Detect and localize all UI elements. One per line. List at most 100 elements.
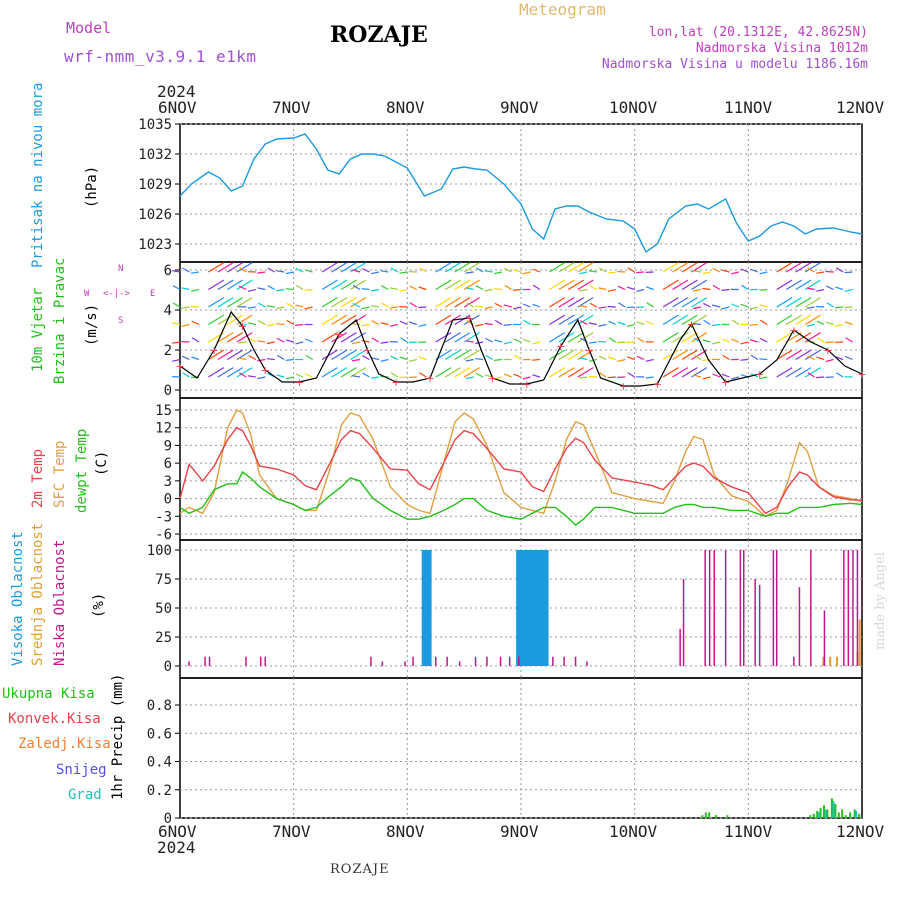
- precip-unit: 1hr Precip (mm): [110, 673, 126, 800]
- precip-bar-0-18: [858, 813, 861, 818]
- wind-barb-108: [321, 314, 338, 326]
- wind-barb-277: [549, 332, 566, 343]
- precip-bar-0-5: [809, 815, 812, 818]
- wind-barb-415: [731, 303, 740, 308]
- cloud-bar-2-11: [446, 656, 448, 666]
- wind-barb-42: [236, 262, 253, 273]
- wind-barb-254: [513, 306, 522, 310]
- wind-barb-202: [444, 367, 461, 378]
- ytick-label-4-3: 0.6: [147, 726, 172, 742]
- wind-barb-29: [217, 279, 234, 291]
- wind-barb-376: [681, 349, 698, 361]
- temp-label-3: dewpt Temp: [74, 428, 90, 513]
- year-bottom: 2024: [157, 838, 196, 857]
- wind-barb-257: [513, 354, 522, 361]
- cloud-bar-2-4: [260, 656, 262, 666]
- cloud-bar-2-38: [843, 550, 845, 666]
- wind-barb-472: [806, 323, 815, 327]
- meteogram-title: Meteogram: [519, 0, 606, 19]
- cloud-bar-2-35: [798, 587, 801, 666]
- wind-barb-259: [522, 271, 531, 275]
- wind-barb-36: [227, 279, 244, 291]
- wind-barb-99: [304, 288, 313, 291]
- cloud-bar-0-13: [536, 550, 540, 666]
- wind-barb-183: [418, 286, 427, 291]
- precip-bar-0-1: [704, 812, 707, 818]
- cloud-bar-2-22: [679, 628, 681, 666]
- wind-barb-54: [238, 357, 247, 361]
- model-name: wrf-nmm_v3.9.1 e1km: [64, 47, 257, 66]
- wind-barb-400: [712, 284, 721, 291]
- wind-barb-478: [816, 305, 825, 308]
- wind-barb-413: [730, 271, 740, 275]
- wind-barb-435: [759, 288, 768, 291]
- wind-barb-8: [181, 287, 190, 291]
- wind-barb-75: [266, 358, 275, 361]
- ytick-label-3-0: 0: [164, 659, 172, 675]
- wind-barb-177: [409, 302, 418, 308]
- wind-barb-303: [579, 305, 588, 308]
- wind-barb-2: [172, 302, 181, 308]
- wind-barb-422: [740, 303, 749, 308]
- wind-barb-492: [835, 306, 844, 309]
- wind-barb-205: [454, 297, 471, 308]
- wind-barb-485: [826, 302, 834, 308]
- wind-barb-447: [776, 367, 793, 378]
- wind-barb-90: [285, 376, 294, 380]
- wind-barb-123: [340, 332, 357, 343]
- wind-barb-474: [807, 355, 815, 361]
- wind-barb-14: [190, 271, 200, 274]
- wind-barb-367: [672, 314, 689, 326]
- ytick-label-4-1: 0.2: [147, 783, 172, 799]
- wind-barb-59: [247, 322, 256, 326]
- wind-barb-258: [513, 373, 522, 378]
- wind-barb-131: [350, 349, 367, 361]
- precip-bar-0-7: [816, 810, 819, 818]
- cloud-bar-2-13: [474, 656, 477, 666]
- wind-barb-438: [759, 337, 768, 343]
- wind-barb-262: [523, 319, 531, 326]
- wind-barb-63: [257, 271, 266, 274]
- wind-barb-91: [295, 267, 304, 273]
- wind-barb-159: [380, 358, 389, 362]
- wind-gust-marker-34: +: [721, 376, 730, 389]
- wind-barb-310: [589, 302, 598, 308]
- dewpt-line: [179, 470, 863, 527]
- cloud-bar-1-1: [829, 656, 832, 666]
- wind-gust-marker-32: +: [687, 318, 696, 331]
- wind-barb-144: [361, 340, 370, 343]
- date-top-1: 7NOV: [272, 98, 311, 117]
- precip-bar-0-9: [823, 805, 825, 818]
- precip-bar-0-11: [830, 798, 833, 818]
- wind-barb-222: [465, 358, 474, 362]
- wind-barb-407: [721, 288, 730, 291]
- wind-barb-382: [691, 332, 708, 343]
- wind-barb-203: [454, 262, 471, 273]
- wind-barb-239: [494, 288, 503, 291]
- cloud-unit: (%): [91, 592, 107, 618]
- wind-barb-391: [693, 374, 702, 378]
- wind-barb-80: [276, 323, 285, 326]
- wind-gust-marker-14: +: [391, 376, 400, 389]
- precip-bar-0-2: [708, 812, 711, 818]
- wind-gust-marker-30: +: [653, 378, 662, 391]
- wind-gust-marker-22: +: [522, 378, 531, 391]
- wind-barb-125: [340, 367, 357, 378]
- wind-barb-456: [795, 279, 812, 291]
- wind-barb-174: [399, 376, 408, 379]
- wind-barb-271: [531, 358, 540, 361]
- wind-barb-437: [760, 319, 768, 326]
- wind-barb-294: [577, 262, 594, 273]
- wind-barb-94: [295, 323, 304, 326]
- wind-barb-121: [340, 297, 357, 308]
- wind-barb-363: [662, 367, 679, 378]
- wind-barb-100: [304, 306, 313, 310]
- wind-barb-221: [465, 340, 474, 343]
- wind-barb-195: [435, 367, 452, 378]
- wind-barb-334: [617, 358, 626, 362]
- wind-barb-399: [712, 267, 721, 273]
- ytick-label-2-3: 3: [164, 474, 172, 490]
- precip-bar-0-16: [849, 812, 852, 818]
- wind-barb-65: [258, 302, 266, 308]
- wind-barb-360: [662, 314, 679, 326]
